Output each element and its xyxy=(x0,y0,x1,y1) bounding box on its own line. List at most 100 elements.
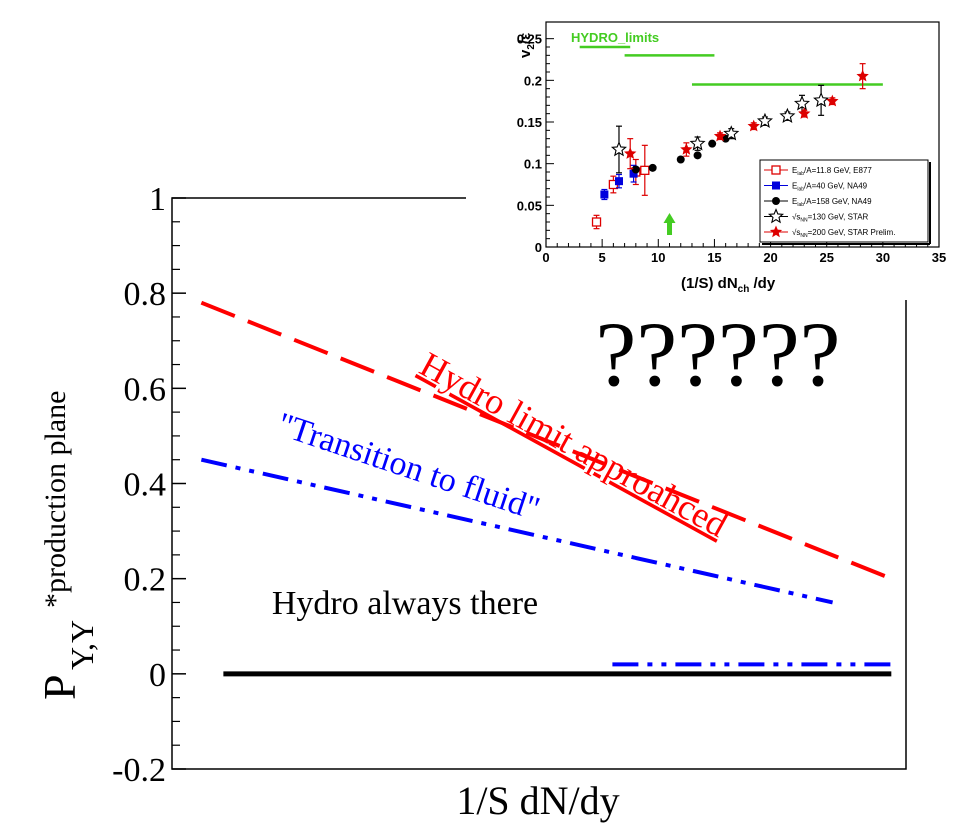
filled-star-marker xyxy=(624,147,637,159)
main-y-axis-label: P Y,Y *production plane xyxy=(34,391,100,700)
inset-x-tick-label: 25 xyxy=(819,250,833,265)
inset-plot-frame xyxy=(545,21,940,248)
filled-circle-marker xyxy=(693,151,702,160)
series-line-hydro-limit xyxy=(200,300,893,581)
legend-sub: lab xyxy=(797,187,804,193)
legend-sub: lab xyxy=(797,171,804,177)
legend-pre: E xyxy=(792,182,797,191)
filled-square-marker xyxy=(600,190,609,199)
y-tick-label: 0.2 xyxy=(124,562,167,599)
open-star-marker xyxy=(689,135,706,151)
y-label-main: P xyxy=(34,674,85,700)
filled-circle-marker xyxy=(708,139,717,148)
filled-star-marker xyxy=(856,69,869,82)
filled-star-marker xyxy=(826,94,839,107)
inset-y-tick-label: 0 xyxy=(535,240,542,255)
open-star-marker xyxy=(756,112,773,128)
inset-background xyxy=(466,0,968,300)
filled-square-marker xyxy=(772,181,780,190)
inset-x-tick-label: 30 xyxy=(876,250,890,265)
open-star-marker xyxy=(723,125,740,141)
legend-post: =200 GeV, STAR Prelim. xyxy=(808,228,896,237)
legend-entry-label: Elab/A=40 GeV, NA49 xyxy=(792,182,868,193)
inset-x-tick-label: 20 xyxy=(763,250,777,265)
legend-entry-label: √sNN=130 GeV, STAR xyxy=(792,213,869,224)
y-tick-label: 0 xyxy=(149,657,166,694)
filled-square-marker xyxy=(629,169,638,178)
open-star-marker xyxy=(767,208,785,224)
open-square-marker xyxy=(591,217,602,227)
legend-post: =130 GeV, STAR xyxy=(808,213,869,222)
legend-post: /A=11.8 GeV, E877 xyxy=(804,166,872,175)
main-y-ticks: 1 0.8 0.6 0.4 0.2 0 -0.2 xyxy=(112,181,186,789)
y-tick-label: 0.8 xyxy=(124,276,167,313)
legend-pre: E xyxy=(792,166,797,175)
filled-star-marker xyxy=(769,225,783,238)
open-square-marker xyxy=(771,165,781,175)
inset-y-tick-label: 0.15 xyxy=(517,115,542,130)
filled-square-marker xyxy=(614,177,623,186)
legend-pre: √s xyxy=(792,213,800,222)
inset-y-axis-label: v2/ε xyxy=(517,33,537,58)
inset-ylabel: v2/ε xyxy=(517,33,537,58)
inset-x-tick-label: 15 xyxy=(707,250,721,265)
legend-pre: √s xyxy=(792,228,800,237)
hydro-always-label: Hydro always there xyxy=(272,585,538,622)
y-tick-label: 0.6 xyxy=(124,371,167,408)
legend-entry-label: Elab/A=158 GeV, NA49 xyxy=(792,197,872,208)
y-tick-label: -0.2 xyxy=(112,752,166,789)
open-star-marker xyxy=(779,107,796,123)
inset-chart: 0 5 10 15 20 25 30 35 0 0.05 0.1 0.15 0.2 0.25 HYDRO_… xyxy=(466,0,968,300)
filled-circle-marker xyxy=(772,197,780,205)
inset-xlabel-pre: (1/S) dN xyxy=(681,275,738,292)
question-marks-annotation: ?????? xyxy=(595,303,840,405)
inset-data-points xyxy=(591,63,869,230)
main-series-lines xyxy=(200,300,893,677)
inset-y-tick-label: 0.25 xyxy=(517,32,542,47)
open-star-marker xyxy=(793,95,811,111)
filled-star-marker xyxy=(680,143,693,155)
y-label-superscript: *production plane xyxy=(39,391,72,608)
legend-entry-label: √sNN=200 GeV, STAR Prelim. xyxy=(792,228,895,239)
inset-x-tick-label: 10 xyxy=(651,250,665,265)
inset-x-tick-label: 5 xyxy=(599,250,606,265)
inset-ylabel-sub: 2 xyxy=(526,44,537,50)
green-arrow-shaft xyxy=(667,223,673,235)
inset-x-tick-label: 35 xyxy=(932,250,946,265)
main-x-axis-label: 1/S dN/dy xyxy=(456,778,619,823)
inset-y-tick-label: 0.05 xyxy=(517,198,542,213)
filled-circle-marker xyxy=(648,163,657,172)
inset-xlabel-sub: ch xyxy=(738,284,750,295)
inset-hydro-limits xyxy=(579,45,883,235)
legend-sub: lab xyxy=(797,202,804,208)
inset-ylabel-main: v xyxy=(517,49,534,58)
inset-x-axis-label: (1/S) dNch /dy xyxy=(681,275,776,295)
legend-pre: E xyxy=(792,197,797,206)
inset-ylabel-rest: /ε xyxy=(517,33,534,44)
hydro-limits-label: HYDRO_limits xyxy=(571,30,659,45)
green-arrow-head xyxy=(663,213,676,223)
filled-circle-marker xyxy=(676,155,685,164)
legend-post: /A=40 GeV, NA49 xyxy=(804,182,868,191)
y-label-subscript: Y,Y xyxy=(64,620,100,670)
legend-entry-label: Elab/A=11.8 GeV, E877 xyxy=(792,166,872,177)
filled-circle-marker xyxy=(631,165,640,174)
y-tick-label: 1 xyxy=(149,181,166,218)
inset-ticks: 0 5 10 15 20 25 30 35 0 0.05 0.1 0.15 0.2 0.25 xyxy=(517,32,947,265)
filled-star-marker xyxy=(713,129,727,142)
y-tick-label: 0.4 xyxy=(124,467,167,504)
legend-sub: NN xyxy=(800,218,808,224)
series-line-transition xyxy=(200,457,834,605)
open-square-marker xyxy=(640,165,650,175)
inset-xlabel-post: /dy xyxy=(749,275,775,292)
filled-star-marker xyxy=(798,107,811,119)
open-star-marker xyxy=(610,141,628,157)
legend-sub: NN xyxy=(800,233,808,239)
inset-y-tick-label: 0.1 xyxy=(524,157,542,172)
open-star-marker xyxy=(813,91,830,108)
inset-x-tick-label: 0 xyxy=(542,250,549,265)
filled-star-marker xyxy=(747,119,760,132)
inset-y-tick-label: 0.2 xyxy=(524,73,542,88)
